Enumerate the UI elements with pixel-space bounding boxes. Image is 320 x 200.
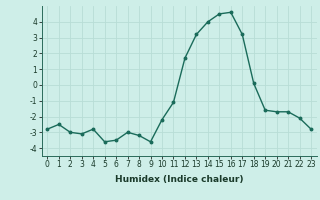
X-axis label: Humidex (Indice chaleur): Humidex (Indice chaleur) — [115, 175, 244, 184]
